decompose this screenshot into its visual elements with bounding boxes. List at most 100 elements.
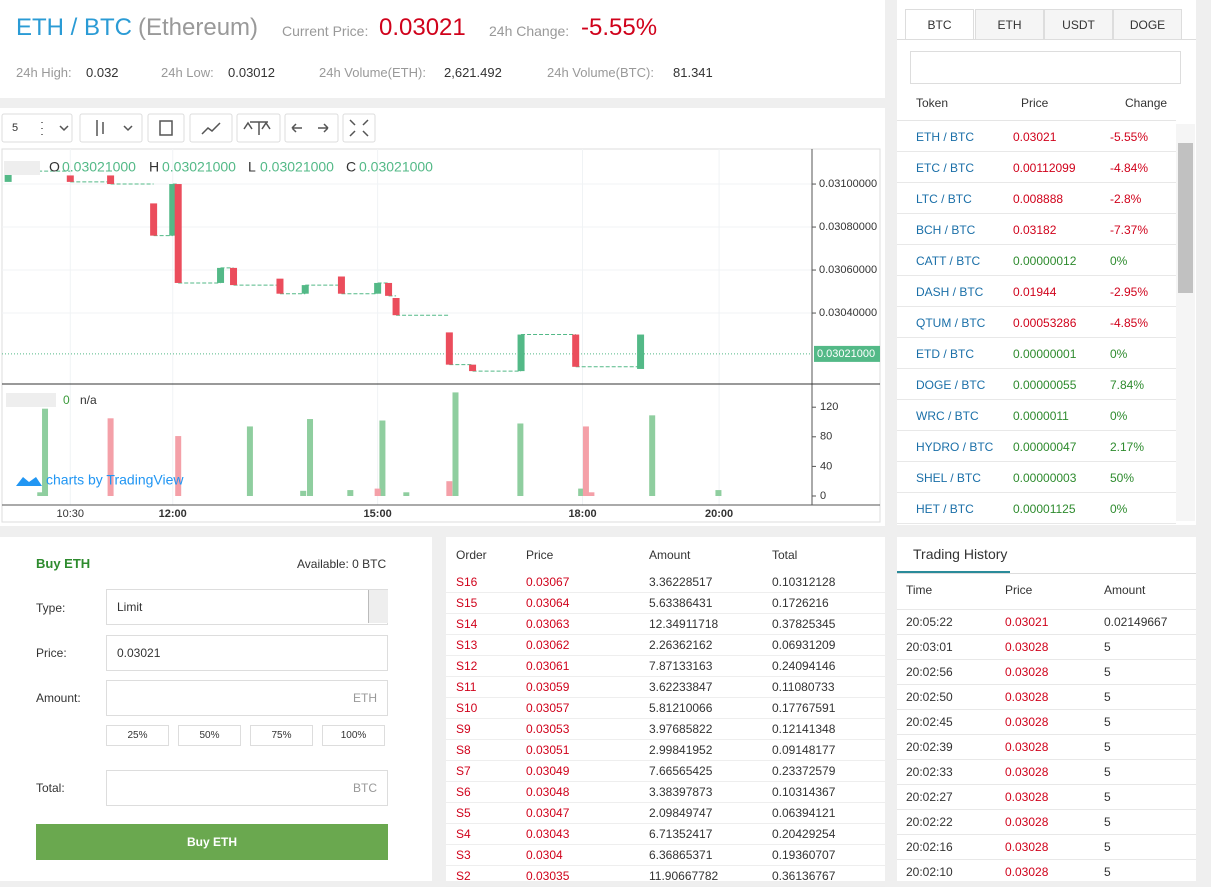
chart-bg <box>0 108 885 526</box>
market-row[interactable] <box>897 462 1176 493</box>
amount-input[interactable]: ETH <box>106 680 388 716</box>
market-row[interactable] <box>897 431 1176 462</box>
toolbar-button[interactable] <box>79 113 143 143</box>
orderbook-header: Total <box>772 548 798 562</box>
orderbook-row <box>446 677 885 698</box>
stat-value: 81.341 <box>673 65 713 80</box>
toolbar-button[interactable] <box>342 113 376 143</box>
market-token[interactable]: CATT / BTC <box>916 254 981 268</box>
market-price: 0.00000012 <box>1013 254 1077 268</box>
orderbook-cell: 3.62233847 <box>649 680 713 694</box>
orderbook-cell: 0.1726216 <box>772 596 829 610</box>
candle-body <box>337 276 345 294</box>
market-row[interactable] <box>897 152 1176 183</box>
orderbook-cell: 7.66565425 <box>649 764 713 778</box>
toolbar-button[interactable] <box>1 113 73 143</box>
toolbar-button[interactable] <box>147 113 185 143</box>
market-token[interactable]: ETD / BTC <box>916 347 975 361</box>
volume-bar <box>582 426 589 496</box>
orderbook-cell: 0.06394121 <box>772 806 836 820</box>
candle-body <box>174 184 182 283</box>
market-change: 2.17% <box>1110 440 1145 454</box>
stat-label: 24h Low: <box>161 65 214 80</box>
percent-button[interactable]: 75% <box>250 725 313 746</box>
history-cell: 0.03028 <box>1005 865 1049 879</box>
candle-body <box>276 278 284 294</box>
ohlc-value: 0.03021000 <box>260 159 334 175</box>
market-row[interactable] <box>897 400 1176 431</box>
orderbook-cell: S7 <box>456 764 471 778</box>
market-row[interactable] <box>897 121 1176 152</box>
price-input[interactable]: 0.03021 <box>106 635 388 671</box>
scroll-thumb[interactable] <box>1178 143 1193 293</box>
history-cell: 0.03028 <box>1005 640 1049 654</box>
orderbook-cell: 11.90667782 <box>649 869 719 883</box>
history-cell: 5 <box>1104 790 1111 804</box>
buy-button[interactable]: Buy ETH <box>36 824 388 860</box>
market-token[interactable]: DASH / BTC <box>916 285 984 299</box>
market-price: 0.00001125 <box>1013 502 1076 516</box>
orderbook-cell: 12.34911718 <box>649 617 719 631</box>
market-tab[interactable]: BTC <box>905 9 974 40</box>
market-token[interactable]: ETC / BTC <box>916 161 975 175</box>
market-row[interactable] <box>897 493 1176 524</box>
market-row[interactable] <box>897 307 1176 338</box>
market-token[interactable]: LTC / BTC <box>916 192 972 206</box>
ohlc-value: 0.03021000 <box>359 159 433 175</box>
market-token[interactable]: HYDRO / BTC <box>916 440 994 454</box>
toolbar-button[interactable] <box>284 113 339 143</box>
market-price: 0.0000011 <box>1013 409 1069 423</box>
market-tab[interactable]: ETH <box>975 9 1044 40</box>
market-row[interactable] <box>897 338 1176 369</box>
coin-name: (Ethereum) <box>138 14 259 41</box>
total-input[interactable]: BTC <box>106 770 388 806</box>
market-header: Token <box>916 96 949 110</box>
orderbook-row <box>446 719 885 740</box>
x-tick-label: 18:00 <box>568 508 596 520</box>
market-token[interactable]: WRC / BTC <box>916 409 979 423</box>
header-line <box>897 120 1176 121</box>
orderbook-cell: 0.10314367 <box>772 785 836 799</box>
orderbook-row <box>446 845 885 866</box>
volume-bar <box>517 423 524 496</box>
market-token[interactable]: SHEL / BTC <box>916 471 981 485</box>
market-token[interactable]: DOGE / BTC <box>916 378 986 392</box>
market-token[interactable]: HET / BTC <box>916 502 974 516</box>
history-cell: 20:02:50 <box>906 690 953 704</box>
market-token[interactable]: QTUM / BTC <box>916 316 986 330</box>
market-row[interactable] <box>897 276 1176 307</box>
percent-button[interactable]: 100% <box>322 725 385 746</box>
watermark-icon <box>16 477 42 486</box>
market-tab[interactable]: DOGE <box>1113 9 1182 40</box>
orderbook-cell: S9 <box>456 722 471 736</box>
select-arrow[interactable] <box>368 590 388 623</box>
orderbook-cell: S3 <box>456 848 471 862</box>
percent-button[interactable]: 25% <box>106 725 169 746</box>
market-change: 7.84% <box>1110 378 1145 392</box>
volume-bar <box>403 492 410 496</box>
history-title: Trading History <box>913 546 1008 562</box>
market-row[interactable] <box>897 369 1176 400</box>
search-box[interactable] <box>910 51 1181 84</box>
market-row[interactable] <box>897 214 1176 245</box>
type-label: Type: <box>36 601 66 615</box>
type-select[interactable]: Limit <box>106 589 388 625</box>
volume-bar <box>37 492 44 496</box>
market-row[interactable] <box>897 245 1176 276</box>
market-row[interactable] <box>897 183 1176 214</box>
orderbook-cell: 0.03043 <box>526 827 570 841</box>
stat-label: 24h Volume(ETH): <box>319 65 426 80</box>
market-token[interactable]: ETH / BTC <box>916 130 975 144</box>
orderbook-cell: 0.06931209 <box>772 638 836 652</box>
orderbook-cell: 0.03051 <box>526 743 570 757</box>
y-tick-label: 0.03060000 <box>819 264 877 276</box>
volume-tick-label: 40 <box>820 460 832 472</box>
history-cell: 20:02:22 <box>906 815 953 829</box>
stat-label: 24h Volume(BTC): <box>547 65 654 80</box>
market-token[interactable]: BCH / BTC <box>916 223 976 237</box>
percent-button[interactable]: 50% <box>178 725 241 746</box>
orderbook-row <box>446 782 885 803</box>
orderbook-row <box>446 824 885 845</box>
market-tab[interactable]: USDT <box>1044 9 1113 40</box>
toolbar-button[interactable] <box>189 113 233 143</box>
